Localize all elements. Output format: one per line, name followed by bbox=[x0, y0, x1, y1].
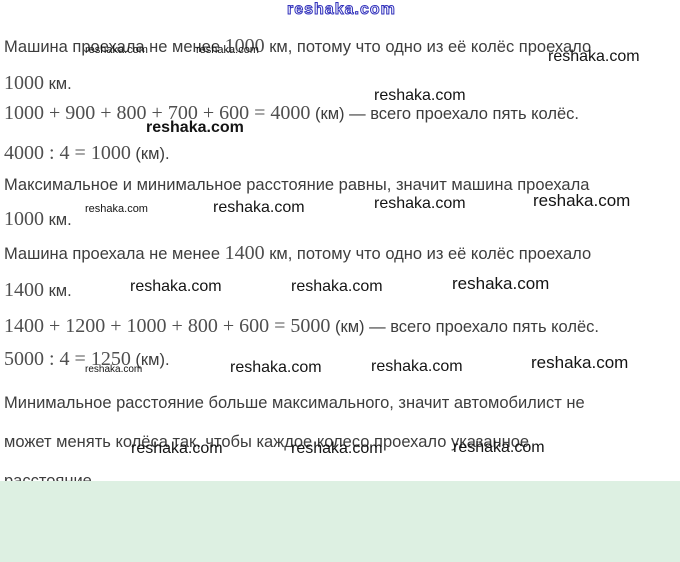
text-line: 1000 + 900 + 800 + 700 + 600 = 4000 (км)… bbox=[4, 93, 579, 133]
text-fragment: Минимальное расстояние больше максимальн… bbox=[4, 394, 585, 412]
text-fragment: Максимальное и минимальное расстояние ра… bbox=[4, 176, 590, 194]
watermark: reshaka.com bbox=[374, 87, 466, 104]
math-fragment: 1400 + 1200 + 1000 + 800 + 600 = 5000 bbox=[4, 315, 331, 337]
text-line: Минимальное расстояние больше максимальн… bbox=[4, 384, 585, 423]
watermark: reshaka.com bbox=[374, 195, 466, 212]
text-fragment: км, потому что одно из её колёс проехало bbox=[264, 38, 592, 56]
paragraph-6: Минимальное расстояние больше максимальн… bbox=[4, 384, 585, 501]
text-fragment: Машина проехала не менее bbox=[4, 245, 225, 263]
text-fragment: км. bbox=[44, 211, 72, 229]
text-line: может менять колёса так, чтобы каждое ко… bbox=[4, 423, 585, 462]
text-line: 1400 + 1200 + 1000 + 800 + 600 = 5000 (к… bbox=[4, 310, 599, 343]
text-line: Максимальное и минимальное расстояние ра… bbox=[4, 168, 589, 202]
paragraph-4: Машина проехала не менее 1400 км, потому… bbox=[4, 235, 591, 309]
math-fragment: 1000 bbox=[4, 72, 44, 94]
watermark: reshaka.com bbox=[230, 359, 322, 376]
text-fragment: (км). bbox=[130, 351, 170, 369]
text-fragment: (км) — всего проехало пять колёс. bbox=[310, 105, 580, 123]
watermark: reshaka.com bbox=[291, 440, 383, 457]
text-line: Машина проехала не менее 1400 км, потому… bbox=[4, 235, 591, 272]
watermark: reshaka.com bbox=[130, 278, 222, 295]
answers-panel: 11000 км.2Не может. bbox=[0, 481, 680, 562]
watermark: reshaka.com bbox=[291, 278, 383, 295]
text-fragment: км. bbox=[44, 282, 72, 300]
text-fragment: км. bbox=[44, 75, 72, 93]
watermark: reshaka.com bbox=[85, 203, 148, 215]
math-fragment: 4000 : 4 = 1000 bbox=[4, 142, 131, 164]
watermark: reshaka.com bbox=[452, 274, 550, 293]
math-fragment: 1400 bbox=[4, 279, 44, 301]
paragraph-1: Машина проехала не менее 1000 км, потому… bbox=[4, 28, 591, 102]
text-fragment: (км) — всего проехало пять колёс. bbox=[330, 318, 600, 336]
text-fragment: Машина проехала не менее bbox=[4, 38, 225, 56]
paragraph-5: 1400 + 1200 + 1000 + 800 + 600 = 5000 (к… bbox=[4, 310, 599, 376]
math-fragment: 1000 bbox=[4, 208, 44, 230]
text-fragment: может менять колёса так, чтобы каждое ко… bbox=[4, 433, 530, 451]
math-fragment: 1000 + 900 + 800 + 700 + 600 = 4000 bbox=[4, 102, 311, 124]
site-watermark-header: reshaka.com bbox=[287, 1, 396, 19]
math-fragment: 1000 bbox=[224, 35, 265, 57]
watermark: reshaka.com bbox=[531, 353, 629, 372]
watermark: reshaka.com bbox=[196, 44, 259, 56]
paragraph-3: Максимальное и минимальное расстояние ра… bbox=[4, 168, 589, 236]
watermark: reshaka.com bbox=[131, 440, 223, 457]
watermark: reshaka.com bbox=[85, 364, 143, 375]
watermark: reshaka.com bbox=[453, 439, 545, 456]
text-line: 1000 км. bbox=[4, 65, 591, 102]
text-fragment: км, потому что одно из её колёс проехало bbox=[264, 245, 592, 263]
watermark: reshaka.com bbox=[371, 358, 463, 375]
text-line: 1400 км. bbox=[4, 272, 591, 309]
watermark: reshaka.com bbox=[85, 44, 148, 56]
watermark: reshaka.com bbox=[146, 119, 244, 136]
text-line: 1000 км. bbox=[4, 202, 589, 236]
math-fragment: 5000 : 4 = 1250 bbox=[4, 348, 131, 370]
watermark: reshaka.com bbox=[533, 191, 631, 210]
text-line: Машина проехала не менее 1000 км, потому… bbox=[4, 28, 591, 65]
text-line: 5000 : 4 = 1250 (км). bbox=[4, 343, 599, 376]
text-fragment: (км). bbox=[130, 145, 170, 163]
math-fragment: 1400 bbox=[224, 242, 265, 264]
text-line: 4000 : 4 = 1000 (км). bbox=[4, 133, 579, 173]
watermark: reshaka.com bbox=[548, 48, 640, 65]
watermark: reshaka.com bbox=[213, 199, 305, 216]
paragraph-2: 1000 + 900 + 800 + 700 + 600 = 4000 (км)… bbox=[4, 93, 579, 173]
